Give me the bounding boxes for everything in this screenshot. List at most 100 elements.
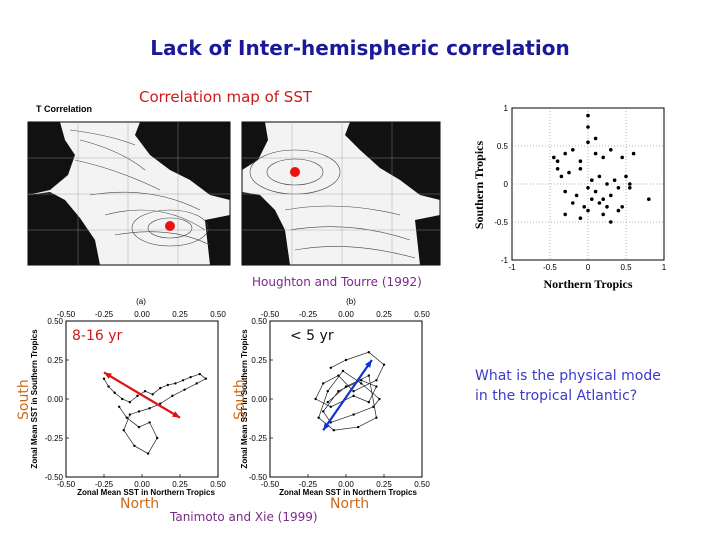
map-left <box>27 121 231 266</box>
trajectory-point <box>174 382 177 385</box>
scatter-x-tick: -1 <box>508 263 516 272</box>
x-tick-bottom: 0.25 <box>376 480 392 489</box>
trajectory-point <box>344 385 348 388</box>
trajectory-point <box>136 394 139 398</box>
scatter-point <box>555 159 560 163</box>
tanimoto-plot-b: -0.50-0.50-0.50-0.25-0.25-0.250.000.000.… <box>240 297 430 497</box>
plot-a-ylabel: Zonal Mean SST in Southern Tropics <box>30 329 39 469</box>
trajectory-point <box>375 379 378 382</box>
trajectory-point <box>352 413 355 416</box>
plot-a-xlabel: Zonal Mean SST in Northern Tropics <box>77 488 215 497</box>
scatter-point <box>586 186 590 190</box>
x-tick-top: -0.50 <box>261 310 280 319</box>
trajectory-point <box>372 405 375 408</box>
scatter-point <box>616 208 621 213</box>
x-tick-bottom: 0.50 <box>210 480 226 489</box>
mode-arrow-line <box>322 359 373 431</box>
trajectory-point <box>125 416 128 419</box>
trajectory-point <box>121 397 124 401</box>
scatter-point <box>559 174 564 179</box>
trajectory-point <box>146 452 150 455</box>
scatter-point <box>578 159 583 163</box>
houghton-credit: Houghton and Tourre (1992) <box>252 275 422 289</box>
question-line-1: What is the physical mode <box>475 368 661 384</box>
trajectory-point <box>326 390 329 393</box>
x-tick-top: -0.25 <box>95 310 114 319</box>
x-tick-top: 0.00 <box>338 310 354 319</box>
trajectory-point <box>382 363 386 366</box>
trajectory-point <box>360 379 363 382</box>
north-label-a: North <box>120 496 160 512</box>
y-tick: 0.25 <box>47 356 63 365</box>
y-tick: -0.25 <box>45 434 64 443</box>
scatter-point <box>601 197 605 201</box>
trajectory-point <box>118 405 121 408</box>
scatter-point <box>628 186 632 190</box>
physical-mode-question: What is the physical mode in the tropica… <box>475 366 661 406</box>
trajectory-line <box>315 351 385 431</box>
x-tick-bottom: -0.25 <box>95 480 114 489</box>
scatter-y-tick: 0.5 <box>497 142 509 151</box>
trajectory-point <box>113 391 116 394</box>
x-tick-top: 0.25 <box>172 310 188 319</box>
trajectory-point <box>189 375 192 379</box>
trajectory-point <box>159 386 162 390</box>
scatter-point <box>582 205 586 209</box>
scatter-point <box>586 113 590 118</box>
scatter-point <box>609 148 613 152</box>
plot-b-xlabel: Zonal Mean SST in Northern Tropics <box>279 488 417 497</box>
south-label-b: South <box>232 379 248 420</box>
period-label-a: 8-16 yr <box>72 328 123 344</box>
scatter-y-tick: -1 <box>501 256 509 265</box>
trajectory-point <box>356 425 360 429</box>
scatter-x-tick: -0.5 <box>543 263 557 272</box>
scatter-point <box>631 151 636 156</box>
trajectory-point <box>128 400 132 404</box>
scatter-x-tick: 0.5 <box>620 263 632 272</box>
scatter-point <box>620 205 624 209</box>
page-title: Lack of Inter-hemispheric correlation <box>150 36 570 60</box>
trajectory-point <box>329 405 332 408</box>
x-tick-top: -0.50 <box>57 310 76 319</box>
north-label-b: North <box>330 496 370 512</box>
trajectory-point <box>332 429 336 432</box>
scatter-point <box>616 186 621 190</box>
scatter-point <box>571 201 575 205</box>
trajectory-point <box>143 390 147 393</box>
scatter-y-tick: -0.5 <box>494 218 508 227</box>
scatter-point <box>609 220 613 224</box>
scatter-point <box>563 151 567 156</box>
scatter-point <box>597 201 602 205</box>
scatter-point <box>590 178 594 182</box>
trajectory-point <box>159 402 162 405</box>
trajectory-point <box>128 413 132 416</box>
mode-arrow-head-end <box>172 411 180 418</box>
trajectory-point <box>367 400 370 404</box>
x-tick-bottom: 0.00 <box>338 480 354 489</box>
trajectory-point <box>341 369 345 373</box>
trajectory-line <box>103 373 207 455</box>
x-tick-bottom: 0.50 <box>414 480 430 489</box>
trajectory-point <box>375 385 378 388</box>
scatter-point <box>590 197 594 201</box>
mode-arrow-head-end <box>365 360 372 368</box>
y-tick: 0.50 <box>47 317 63 326</box>
scatter-point <box>586 140 590 144</box>
x-tick-bottom: 0.00 <box>134 480 150 489</box>
x-tick-bottom: -0.25 <box>299 480 318 489</box>
scatter-point <box>586 208 590 213</box>
x-tick-top: 0.25 <box>376 310 392 319</box>
map-header: T Correlation <box>36 104 92 114</box>
scatter-point <box>609 193 613 198</box>
scatter-point <box>567 170 571 175</box>
trajectory-point <box>148 421 151 424</box>
x-tick-top: 0.50 <box>414 310 430 319</box>
trajectory-point <box>352 390 355 393</box>
mode-arrow-head-start <box>104 372 112 379</box>
scatter-xlabel: Northern Tropics <box>544 277 633 291</box>
y-tick: 0.00 <box>47 395 63 404</box>
trajectory-point <box>195 382 198 385</box>
scatter-point <box>563 212 567 217</box>
trajectory-point <box>326 400 329 404</box>
map-right <box>241 121 441 266</box>
